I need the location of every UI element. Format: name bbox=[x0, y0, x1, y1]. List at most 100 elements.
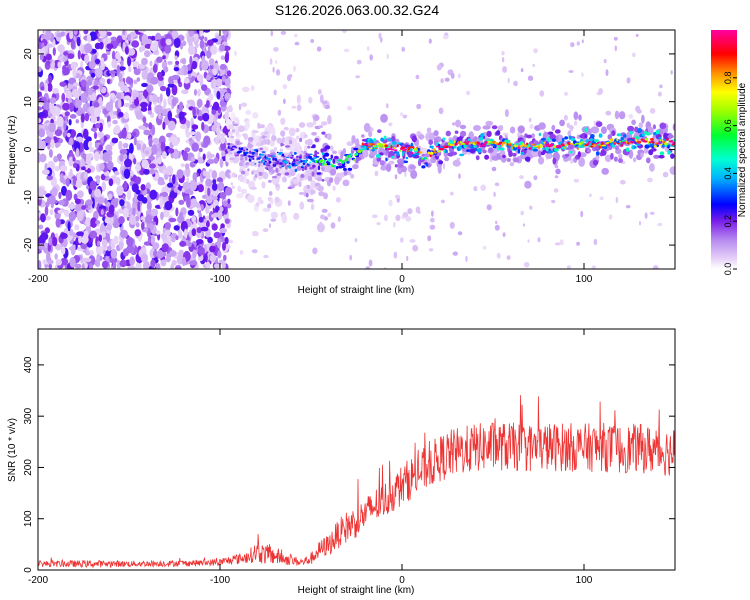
signal-cell bbox=[666, 138, 669, 141]
signal-cell bbox=[573, 143, 576, 146]
signal-cell bbox=[538, 122, 546, 130]
signal-cell bbox=[457, 141, 460, 145]
signal-cell bbox=[230, 135, 235, 139]
signal-cell bbox=[411, 135, 417, 143]
signal-cell bbox=[306, 138, 313, 146]
faint-speckle bbox=[649, 211, 655, 215]
faint-speckle bbox=[273, 89, 277, 96]
signal-cell bbox=[268, 166, 274, 170]
noise-speckle bbox=[126, 236, 134, 247]
noise-speckle bbox=[133, 94, 137, 100]
faint-speckle bbox=[388, 122, 393, 127]
faint-speckle bbox=[626, 77, 631, 84]
signal-cell bbox=[546, 143, 550, 147]
signal-cell bbox=[383, 135, 387, 140]
noise-speckle bbox=[148, 137, 153, 148]
signal-cell bbox=[267, 196, 272, 202]
signal-cell bbox=[318, 162, 324, 166]
signal-cell bbox=[452, 159, 461, 167]
signal-cell bbox=[590, 145, 593, 148]
signal-cell bbox=[337, 162, 342, 166]
signal-cell bbox=[232, 123, 239, 127]
noise-speckle bbox=[216, 238, 221, 249]
signal-cell bbox=[667, 150, 671, 155]
signal-cell bbox=[623, 134, 627, 138]
faint-speckle bbox=[613, 36, 618, 41]
noise-speckle bbox=[140, 253, 149, 263]
faint-speckle bbox=[440, 199, 445, 204]
noise-speckle bbox=[73, 193, 78, 201]
noise-speckle bbox=[212, 178, 217, 184]
signal-cell bbox=[514, 145, 517, 148]
signal-cell bbox=[650, 148, 657, 152]
signal-cell bbox=[645, 132, 651, 136]
noise-speckle bbox=[161, 151, 167, 160]
signal-cell bbox=[547, 150, 554, 154]
noise-speckle bbox=[102, 152, 110, 163]
noise-speckle bbox=[182, 150, 188, 161]
signal-cell bbox=[652, 141, 655, 144]
faint-speckle bbox=[431, 210, 434, 217]
x-tick-label: 100 bbox=[576, 274, 593, 285]
signal-cell bbox=[244, 151, 249, 154]
signal-cell bbox=[304, 165, 308, 171]
noise-speckle bbox=[151, 94, 159, 103]
noise-speckle bbox=[144, 38, 153, 45]
noise-speckle bbox=[224, 186, 233, 196]
noise-speckle bbox=[101, 239, 108, 247]
noise-speckle bbox=[224, 78, 230, 86]
signal-cell bbox=[555, 135, 559, 142]
signal-cell bbox=[619, 140, 622, 143]
noise-speckle bbox=[139, 46, 143, 53]
noise-speckle bbox=[58, 199, 65, 206]
noise-speckle bbox=[159, 93, 163, 103]
noise-speckle bbox=[198, 246, 205, 256]
noise-speckle bbox=[196, 74, 204, 82]
signal-cell bbox=[335, 165, 339, 170]
noise-speckle bbox=[163, 66, 169, 73]
noise-speckle bbox=[212, 101, 220, 112]
noise-speckle bbox=[100, 173, 106, 181]
faint-speckle bbox=[388, 199, 393, 207]
faint-speckle bbox=[527, 239, 530, 243]
noise-speckle bbox=[204, 186, 208, 197]
noise-speckle bbox=[111, 238, 119, 245]
spectrogram-y-label: Frequency (Hz) bbox=[7, 116, 18, 185]
signal-cell bbox=[600, 126, 607, 134]
signal-cell bbox=[417, 134, 425, 140]
noise-speckle bbox=[96, 253, 100, 263]
noise-speckle bbox=[89, 105, 96, 116]
signal-cell bbox=[385, 157, 388, 162]
faint-speckle bbox=[568, 70, 574, 73]
signal-cell bbox=[294, 168, 298, 173]
signal-cell bbox=[590, 126, 600, 134]
faint-speckle bbox=[457, 231, 463, 236]
noise-speckle bbox=[126, 244, 135, 254]
signal-cell bbox=[449, 143, 453, 147]
signal-cell bbox=[304, 159, 308, 164]
faint-speckle bbox=[294, 33, 298, 38]
noise-speckle bbox=[111, 138, 119, 144]
signal-cell bbox=[293, 164, 298, 166]
noise-speckle bbox=[69, 102, 74, 113]
faint-speckle bbox=[394, 174, 398, 180]
signal-cell bbox=[537, 150, 542, 158]
signal-cell bbox=[284, 165, 288, 170]
noise-speckle bbox=[197, 98, 203, 109]
noise-speckle bbox=[220, 142, 227, 151]
signal-cell bbox=[252, 130, 259, 134]
signal-cell bbox=[561, 137, 565, 142]
signal-cell bbox=[298, 155, 302, 159]
faint-speckle bbox=[335, 197, 341, 203]
noise-speckle bbox=[155, 216, 159, 226]
noise-speckle bbox=[124, 95, 131, 101]
signal-cell bbox=[262, 172, 269, 180]
noise-speckle bbox=[171, 97, 177, 107]
noise-speckle bbox=[158, 76, 164, 81]
signal-cell bbox=[653, 145, 657, 148]
noise-speckle bbox=[81, 205, 86, 210]
noise-speckle bbox=[193, 33, 199, 39]
signal-cell bbox=[362, 149, 369, 158]
signal-cell bbox=[361, 142, 364, 146]
signal-cell bbox=[672, 123, 675, 131]
